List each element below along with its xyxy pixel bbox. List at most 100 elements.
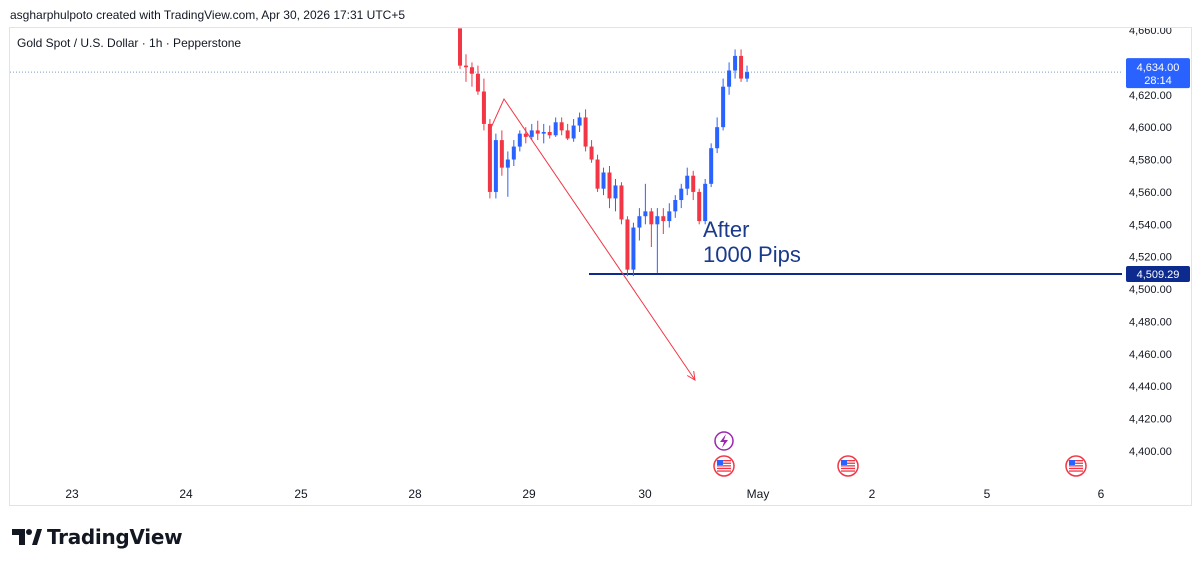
- candle[interactable]: [625, 216, 630, 277]
- candle[interactable]: [739, 49, 744, 82]
- annotation-line1[interactable]: After: [703, 217, 749, 242]
- candle[interactable]: [703, 178, 708, 225]
- candle[interactable]: [679, 183, 684, 209]
- price-chart[interactable]: 4,400.00 4,420.00 4,440.00 4,460.00 4,480.00…: [10, 28, 1192, 506]
- y-tick-label: 4,480.00: [1129, 316, 1172, 328]
- annotation-line2[interactable]: 1000 Pips: [703, 242, 801, 267]
- candle[interactable]: [649, 208, 654, 247]
- x-tick-label: 2: [869, 487, 876, 501]
- candle-body: [661, 216, 666, 222]
- candle[interactable]: [691, 170, 696, 201]
- candle[interactable]: [505, 151, 510, 197]
- candle-body: [733, 55, 738, 71]
- x-tick-label: 29: [522, 487, 536, 501]
- candle[interactable]: [469, 62, 474, 87]
- candle-body: [481, 91, 486, 124]
- y-tick-label: 4,660.00: [1129, 28, 1172, 37]
- candle[interactable]: [475, 65, 480, 95]
- candle[interactable]: [631, 222, 636, 277]
- candle-body: [523, 133, 528, 137]
- candle[interactable]: [565, 123, 570, 141]
- candle[interactable]: [637, 208, 642, 241]
- candle[interactable]: [589, 140, 594, 163]
- candle-body: [601, 172, 606, 189]
- symbol-title[interactable]: Gold Spot / U.S. Dollar · 1h · Peppersto…: [17, 36, 242, 50]
- candle[interactable]: [523, 127, 528, 144]
- candle-body: [643, 211, 648, 217]
- candle[interactable]: [571, 119, 576, 142]
- lightning-icon[interactable]: [714, 431, 734, 451]
- candle[interactable]: [458, 28, 462, 69]
- candle[interactable]: [697, 188, 702, 225]
- candle[interactable]: [607, 166, 612, 209]
- us-flag-icon[interactable]: [713, 455, 735, 477]
- arrow-path[interactable]: [489, 97, 696, 381]
- candle[interactable]: [559, 117, 564, 136]
- x-tick-label: 30: [638, 487, 652, 501]
- candle[interactable]: [709, 143, 714, 188]
- candle-body: [487, 123, 492, 192]
- candle[interactable]: [619, 182, 624, 225]
- candle[interactable]: [745, 65, 750, 82]
- candle[interactable]: [493, 133, 498, 199]
- candle[interactable]: [517, 130, 522, 152]
- candles: [458, 28, 750, 277]
- event-icons: [713, 431, 1087, 477]
- candle-body: [739, 55, 744, 79]
- candle[interactable]: [463, 54, 468, 82]
- candle-body: [553, 122, 558, 136]
- chart-frame[interactable]: 4,400.00 4,420.00 4,440.00 4,460.00 4,480.00…: [9, 27, 1192, 506]
- candle-body: [613, 185, 618, 199]
- x-tick-label: 5: [984, 487, 991, 501]
- candle[interactable]: [499, 130, 504, 176]
- candle[interactable]: [511, 140, 516, 167]
- y-tick-label: 4,500.00: [1129, 284, 1172, 296]
- candle-body: [727, 70, 732, 87]
- level-price-label[interactable]: 4,509.29: [1126, 266, 1190, 283]
- y-tick-label: 4,400.00: [1129, 446, 1172, 458]
- candle[interactable]: [595, 154, 600, 192]
- candle-body: [583, 117, 588, 147]
- candle-body: [715, 127, 720, 149]
- candle[interactable]: [655, 208, 660, 273]
- candle[interactable]: [721, 78, 726, 131]
- x-tick-label: 24: [179, 487, 193, 501]
- candle-body: [469, 67, 474, 74]
- candle-body: [493, 140, 498, 192]
- candle[interactable]: [487, 119, 492, 199]
- candle-body: [535, 130, 540, 134]
- candle[interactable]: [481, 78, 486, 131]
- candle[interactable]: [535, 120, 540, 141]
- x-tick-label: May: [747, 487, 770, 501]
- y-tick-label: 4,420.00: [1129, 414, 1172, 426]
- candle[interactable]: [577, 112, 582, 133]
- y-tick-label: 4,520.00: [1129, 252, 1172, 264]
- candle[interactable]: [685, 167, 690, 196]
- candle[interactable]: [529, 123, 534, 141]
- candle[interactable]: [601, 167, 606, 196]
- candle[interactable]: [715, 117, 720, 154]
- candle[interactable]: [661, 208, 666, 235]
- footer: TradingView: [12, 525, 183, 549]
- candle-body: [685, 175, 690, 189]
- candle[interactable]: [643, 183, 648, 225]
- candle[interactable]: [583, 109, 588, 152]
- x-tick-label: 23: [65, 487, 79, 501]
- candle[interactable]: [727, 62, 732, 95]
- candle[interactable]: [667, 203, 672, 228]
- candle[interactable]: [613, 178, 618, 212]
- candle-body: [691, 175, 696, 192]
- candle-body: [541, 132, 546, 134]
- candle[interactable]: [733, 49, 738, 79]
- drawing-arrow: [489, 97, 696, 381]
- candle-body: [595, 159, 600, 189]
- candle[interactable]: [553, 117, 558, 137]
- x-tick-label: 6: [1098, 487, 1105, 501]
- us-flag-icon[interactable]: [1065, 455, 1087, 477]
- candle[interactable]: [547, 125, 552, 139]
- us-flag-icon[interactable]: [837, 455, 859, 477]
- y-tick-label: 4,440.00: [1129, 381, 1172, 393]
- candle[interactable]: [541, 123, 546, 144]
- candle[interactable]: [673, 195, 678, 218]
